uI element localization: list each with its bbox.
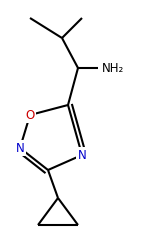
Text: NH₂: NH₂ bbox=[102, 61, 124, 75]
Text: N: N bbox=[16, 141, 24, 155]
Text: N: N bbox=[78, 148, 86, 162]
Text: O: O bbox=[25, 109, 35, 122]
